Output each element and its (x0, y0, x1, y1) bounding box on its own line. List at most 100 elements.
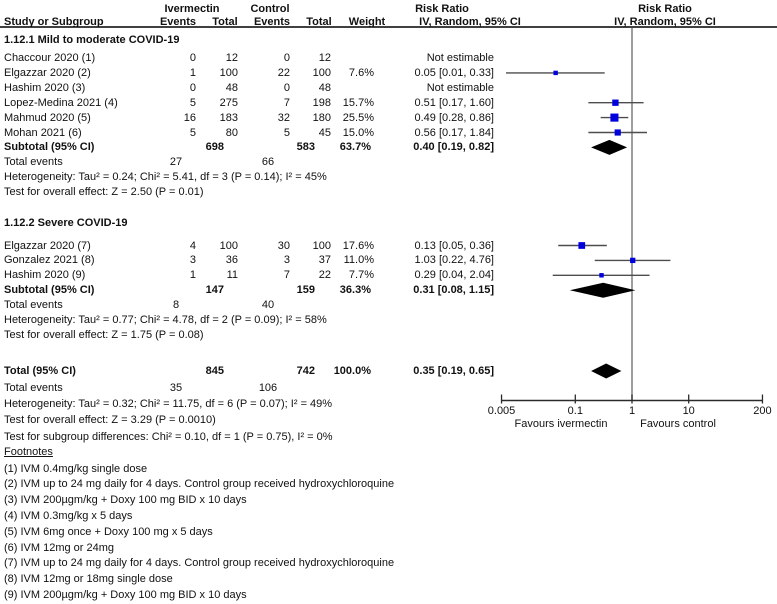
total-diamond (591, 363, 622, 379)
control-total-value: 37 (318, 254, 331, 267)
total-weight: 100.0% (333, 365, 371, 377)
study-name: Elgazzar 2020 (2) (4, 66, 91, 79)
weight-value: 15.7% (342, 96, 374, 109)
ivermectin-total-value: 100 (219, 66, 238, 79)
total-events-ivermectin: 27 (169, 156, 183, 169)
subtotal-ivermectin-total: 698 (205, 141, 224, 154)
total-events-control: 66 (261, 156, 275, 169)
subtotal-weight: 63.7% (339, 141, 371, 154)
control-events-value: 5 (283, 126, 290, 139)
total-events-label: Total events (4, 299, 63, 312)
study-name: Chaccour 2020 (1) (4, 52, 96, 64)
ivermectin-events-value: 5 (189, 96, 196, 109)
study-name: Gonzalez 2021 (8) (4, 254, 95, 267)
control-events-value: 0 (283, 52, 290, 64)
control-total-value: 100 (312, 66, 331, 79)
subtotal-diamond (569, 282, 636, 298)
point-estimate-marker (610, 113, 619, 122)
heterogeneity-text: Heterogeneity: Tau² = 0.24; Chi² = 5.41,… (4, 171, 327, 184)
subtotal-risk-ratio-value: 0.31 [0.08, 1.15] (413, 284, 494, 297)
ivermectin-events-value: 4 (189, 239, 196, 252)
point-estimate-marker (599, 273, 604, 278)
total-risk-ratio-value: 0.35 [0.19, 0.65] (413, 365, 494, 377)
subgroup-differences-text: Test for subgroup differences: Chi² = 0.… (4, 430, 333, 443)
weight-value: 7.7% (348, 269, 374, 282)
ivermectin-total-value: 11 (226, 269, 238, 282)
weight-value: 25.5% (342, 111, 374, 124)
point-estimate-marker (614, 129, 621, 136)
subtotal-control-total: 159 (296, 284, 315, 297)
footnote-item: (6) IVM 12mg or 24mg (4, 541, 115, 554)
footnote-item: (1) IVM 0.4mg/kg single dose (4, 462, 148, 475)
ci-method-header: IV, Random, 95% CI (419, 16, 521, 28)
ivermectin-events-value: 3 (189, 254, 196, 267)
subtotal-label: Subtotal (95% CI) (4, 284, 95, 297)
ivermectin-total-value: 100 (219, 239, 238, 252)
study-name: Mahmud 2020 (5) (4, 111, 91, 124)
control-events-value: 30 (277, 239, 290, 252)
total-events-control: 106 (258, 381, 278, 394)
control-events-value: 7 (283, 96, 290, 109)
control-group-header: Control (250, 3, 290, 15)
subtotal-risk-ratio-value: 0.40 [0.19, 0.82] (413, 141, 494, 154)
axis-tick-label: 1 (628, 404, 636, 417)
ivermectin-events-value: 0 (189, 81, 196, 94)
overall-effect-text: Test for overall effect: Z = 3.29 (P = 0… (4, 414, 216, 426)
ivermectin-events-header: Events (159, 16, 197, 28)
subtotal-control-total: 583 (296, 141, 315, 154)
risk-ratio-value: 0.13 [0.05, 0.36] (414, 239, 494, 252)
control-events-value: 22 (277, 66, 290, 79)
ivermectin-events-value: 5 (189, 126, 196, 139)
weight-value: 11.0% (343, 254, 374, 267)
footnote-item: (8) IVM 12mg or 18mg single dose (4, 573, 173, 586)
study-name: Mohan 2021 (6) (4, 126, 82, 139)
footnote-item: (3) IVM 200µgm/kg + Doxy 100 mg BID x 10… (4, 494, 247, 507)
footnote-item: (9) IVM 200µgm/kg + Doxy 100 mg BID x 10… (4, 588, 247, 601)
point-estimate-marker (630, 257, 636, 264)
risk-ratio-value: 0.29 [0.04, 2.04] (414, 269, 494, 282)
risk-ratio-plot-header: Risk Ratio (638, 3, 692, 15)
ivermectin-total-value: 80 (225, 126, 238, 139)
study-name: Hashim 2020 (9) (4, 269, 86, 282)
ivermectin-total-value: 48 (225, 81, 238, 94)
axis-tick-label: 200 (753, 404, 772, 417)
ivermectin-events-value: 1 (189, 269, 196, 282)
ivermectin-events-value: 0 (189, 52, 196, 64)
control-total-value: 48 (318, 81, 331, 94)
footnote-item: (2) IVM up to 24 mg daily for 4 days. Co… (4, 478, 395, 491)
overall-effect-text: Test for overall effect: Z = 2.50 (P = 0… (4, 186, 204, 199)
study-name: Elgazzar 2020 (7) (4, 239, 91, 252)
study-name: Hashim 2020 (3) (4, 81, 86, 94)
total-events-ivermectin: 8 (172, 299, 180, 312)
ivermectin-total-header: Total (212, 16, 238, 28)
risk-ratio-value: Not estimable (426, 52, 494, 64)
control-events-value: 3 (283, 254, 290, 267)
axis-tick-label: 0.005 (487, 404, 516, 417)
ivermectin-events-value: 16 (183, 111, 196, 124)
risk-ratio-value: 0.05 [0.01, 0.33] (414, 66, 494, 79)
footnote-item: (7) IVM up to 24 mg daily for 4 days. Co… (4, 557, 395, 570)
overall-effect-text: Test for overall effect: Z = 1.75 (P = 0… (4, 328, 204, 341)
favours-left-label: Favours ivermectin (514, 418, 608, 430)
subtotal-label: Subtotal (95% CI) (4, 141, 95, 154)
total-control-total: 742 (296, 365, 315, 377)
axis-tick-label: 0.1 (567, 404, 583, 417)
subtotal-ivermectin-total: 147 (205, 284, 224, 297)
risk-ratio-value: 0.51 [0.17, 1.60] (414, 96, 494, 109)
weight-header: Weight (348, 16, 386, 28)
control-total-value: 180 (312, 111, 331, 124)
subgroup-title: 1.12.2 Severe COVID-19 (4, 217, 128, 229)
footnote-item: (5) IVM 6mg once + Doxy 100 mg x 5 days (4, 525, 213, 538)
total-events-ivermectin: 35 (169, 381, 183, 394)
subgroup-title: 1.12.1 Mild to moderate COVID-19 (4, 34, 180, 46)
subtotal-weight: 36.3% (339, 284, 371, 297)
control-total-value: 12 (318, 52, 331, 64)
heterogeneity-text: Heterogeneity: Tau² = 0.32; Chi² = 11.75… (4, 398, 333, 410)
total-events-label: Total events (4, 156, 63, 169)
footnote-item: (4) IVM 0.3mg/kg x 5 days (4, 509, 133, 522)
ivermectin-total-value: 36 (225, 254, 238, 267)
point-estimate-marker (612, 99, 619, 106)
point-estimate-marker (578, 242, 586, 249)
